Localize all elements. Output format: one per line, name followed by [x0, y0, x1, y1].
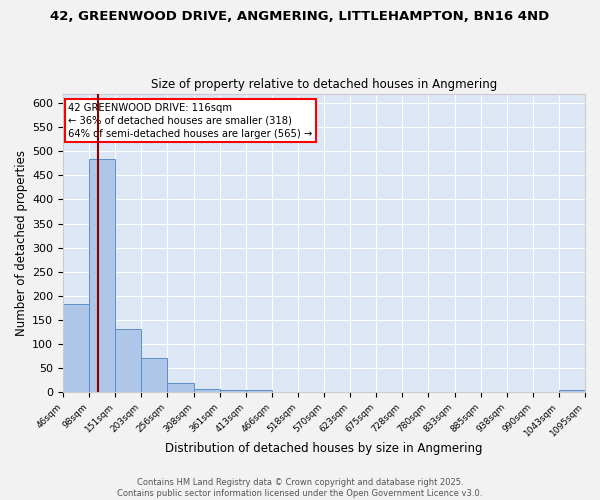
Bar — [220, 390, 246, 392]
Text: 42, GREENWOOD DRIVE, ANGMERING, LITTLEHAMPTON, BN16 4ND: 42, GREENWOOD DRIVE, ANGMERING, LITTLEHA… — [50, 10, 550, 23]
Bar — [115, 330, 142, 392]
Y-axis label: Number of detached properties: Number of detached properties — [15, 150, 28, 336]
Bar — [63, 304, 89, 392]
Bar — [194, 389, 220, 392]
Bar — [167, 384, 194, 392]
Bar — [246, 390, 272, 392]
Text: Contains HM Land Registry data © Crown copyright and database right 2025.
Contai: Contains HM Land Registry data © Crown c… — [118, 478, 482, 498]
Text: 42 GREENWOOD DRIVE: 116sqm
← 36% of detached houses are smaller (318)
64% of sem: 42 GREENWOOD DRIVE: 116sqm ← 36% of deta… — [68, 102, 313, 139]
Bar — [89, 160, 115, 392]
Bar — [142, 358, 167, 392]
X-axis label: Distribution of detached houses by size in Angmering: Distribution of detached houses by size … — [165, 442, 483, 455]
Title: Size of property relative to detached houses in Angmering: Size of property relative to detached ho… — [151, 78, 497, 91]
Bar — [559, 390, 585, 392]
